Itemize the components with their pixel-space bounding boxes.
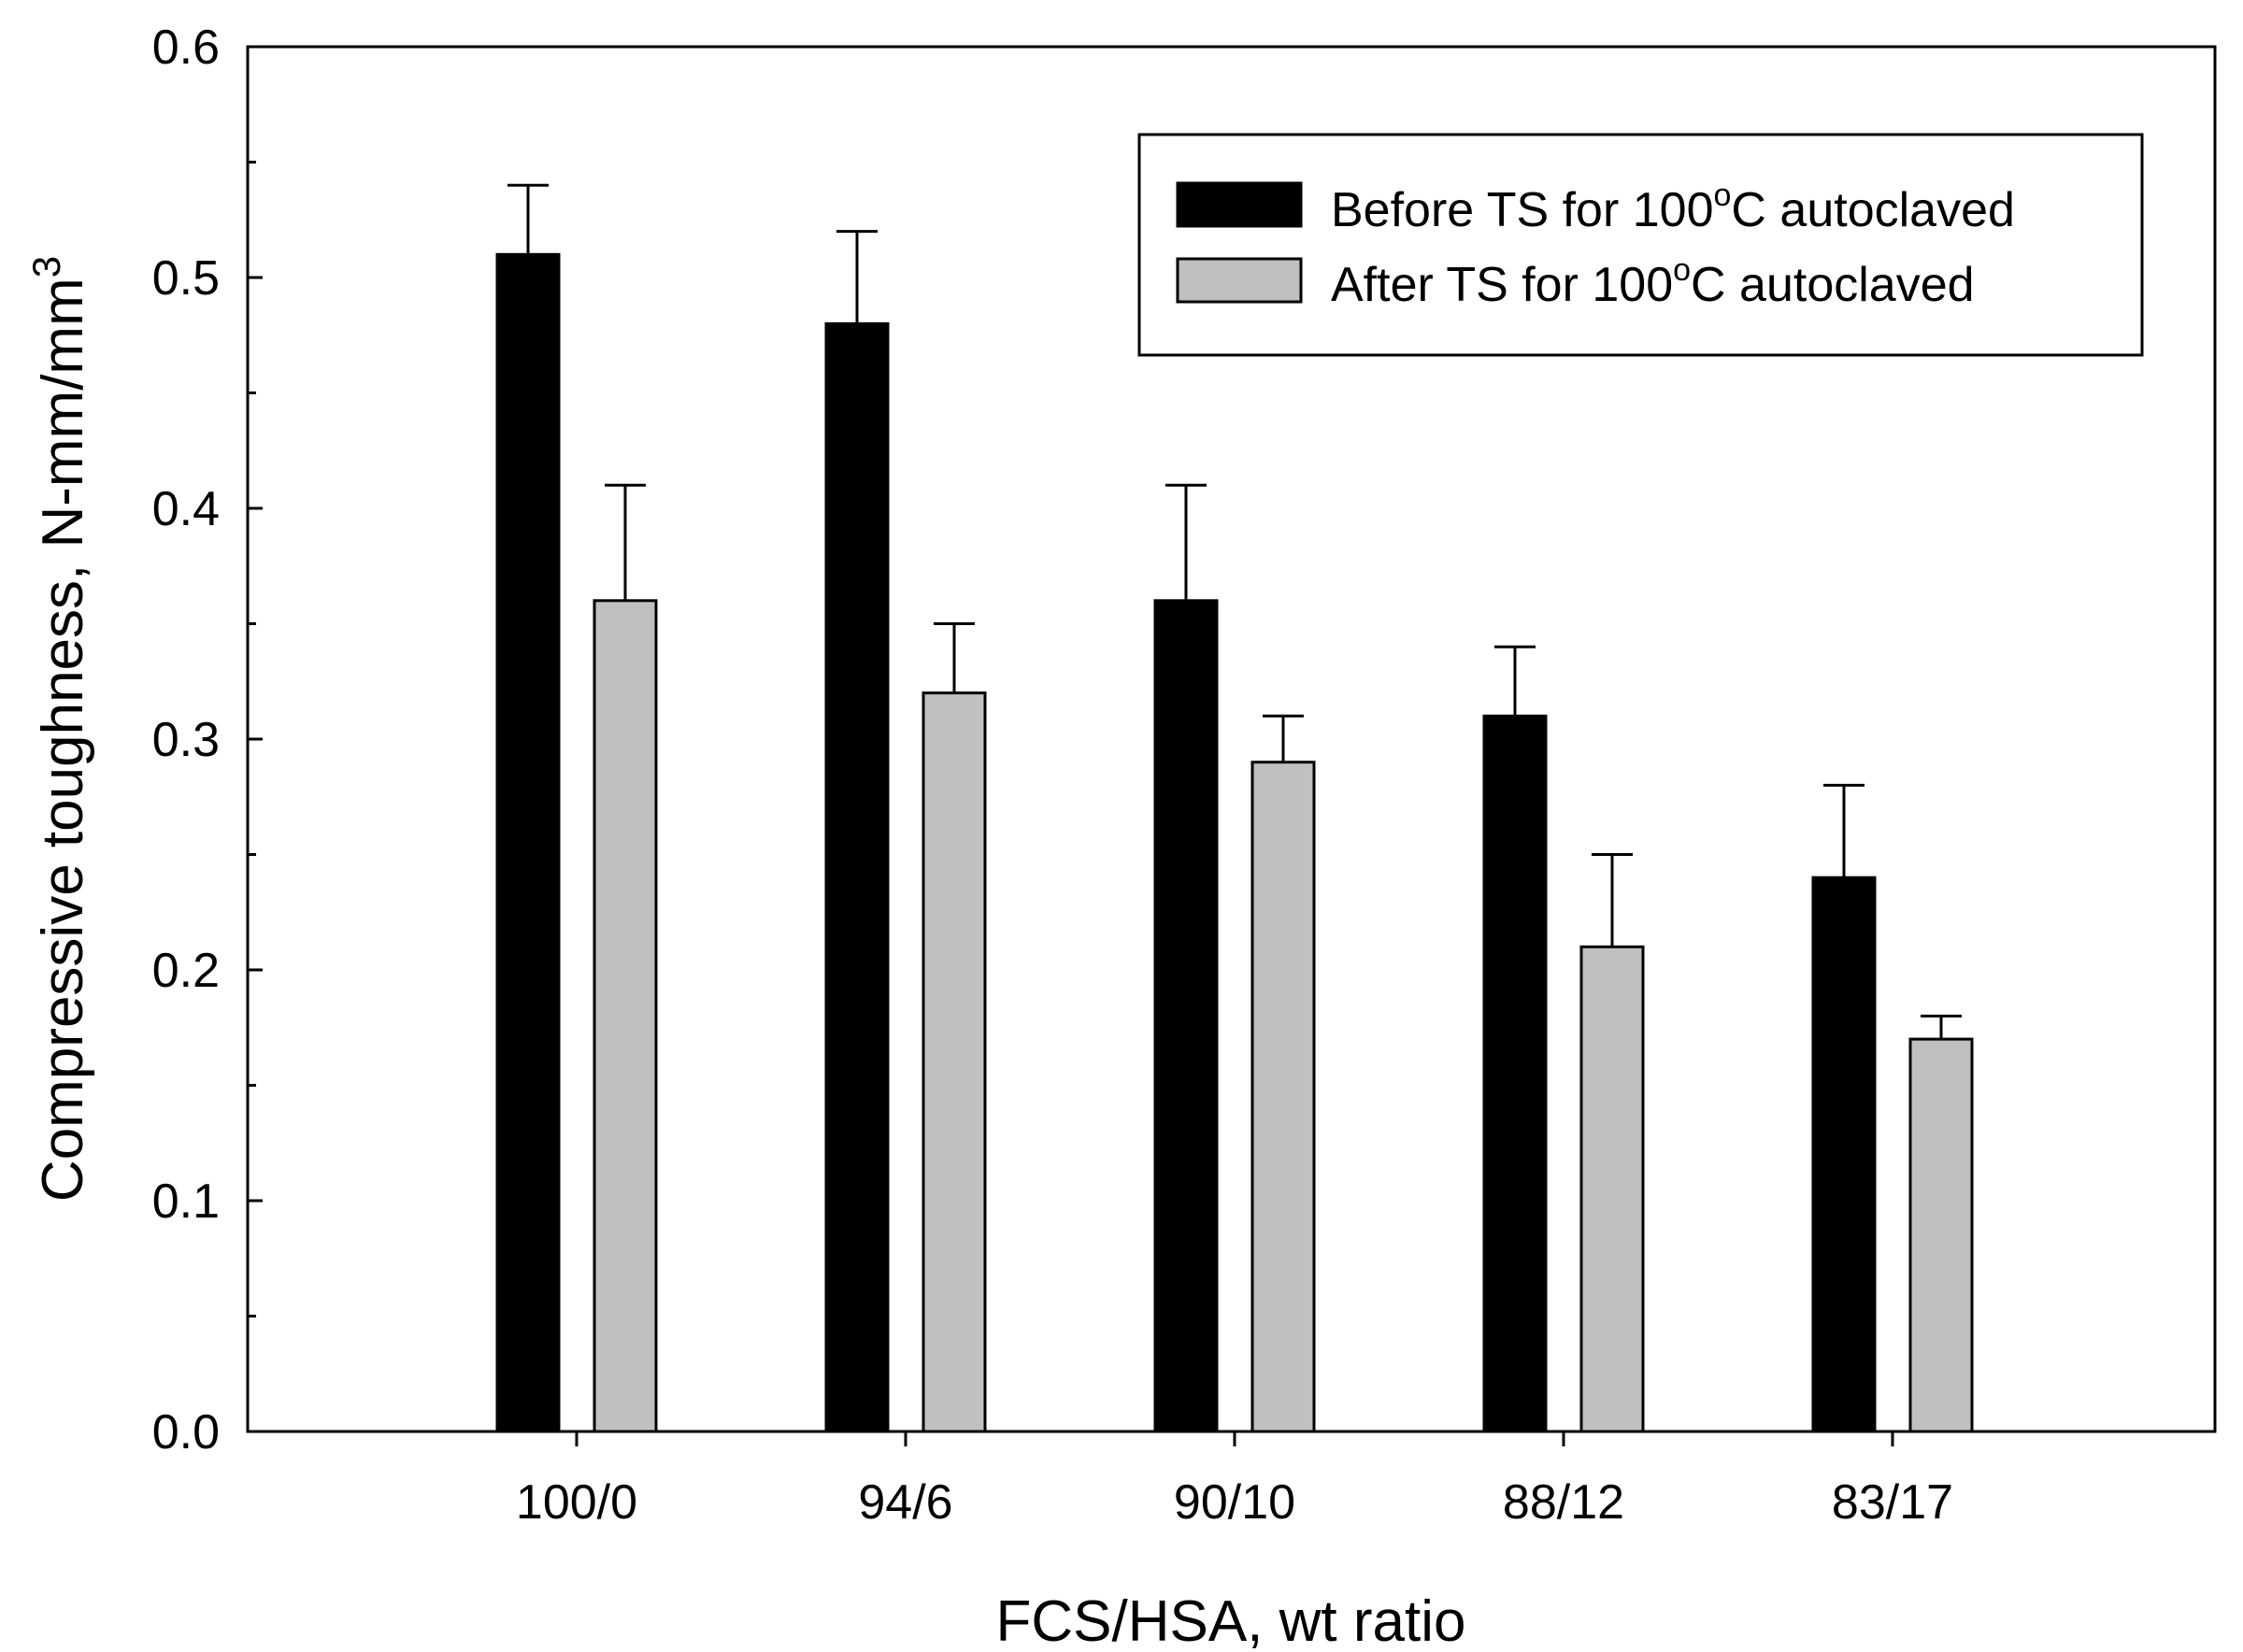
y-tick-label: 0.6	[152, 21, 220, 75]
y-axis-title-main: Compressive toughness, N-mm/mm	[31, 278, 95, 1202]
bar-before-88-12	[1482, 714, 1548, 1433]
y-tick-label: 0.1	[152, 1175, 220, 1229]
legend-label-after-degree: o	[1673, 252, 1691, 288]
x-axis-title: FCS/HSA, wt ratio	[996, 1589, 1466, 1652]
error-bars-layer	[507, 183, 1962, 1040]
legend: Before TS for 100oC autoclaved After TS …	[1137, 133, 2144, 357]
legend-label-before-degree: o	[1714, 178, 1732, 213]
plot-frame	[246, 45, 2217, 1433]
legend-label-before-part1: Before TS for 100	[1331, 183, 1714, 237]
x-tick-label: 88/12	[1503, 1475, 1624, 1530]
legend-label-before-part2: C autoclaved	[1731, 183, 2015, 237]
y-axis-title-superscript: 3	[24, 256, 68, 278]
legend-swatch-after	[1176, 257, 1303, 304]
x-tick-label: 94/6	[858, 1475, 952, 1530]
y-tick-label: 0.4	[152, 482, 220, 536]
y-tick-label: 0.5	[152, 251, 220, 306]
legend-swatch-before	[1176, 181, 1303, 228]
legend-label-after: After TS for 100oC autoclaved	[1331, 252, 1975, 312]
y-tick-label: 0.3	[152, 713, 220, 767]
bar-after-100-0	[593, 599, 658, 1433]
legend-label-before: Before TS for 100oC autoclaved	[1331, 178, 2015, 237]
x-tick-label: 83/17	[1832, 1475, 1953, 1530]
x-tick-label: 90/10	[1174, 1475, 1295, 1530]
axis-ticks-layer: 100/0 94/6 90/10 88/12 83/17 0.0 0.1 0.2 0.3 0.4 0…	[152, 21, 1953, 1530]
bar-before-83-17	[1811, 876, 1877, 1433]
bar-after-88-12	[1579, 945, 1645, 1433]
bar-after-94-6	[921, 691, 987, 1433]
y-axis-title: Compressive toughness, N-mm/mm3	[24, 256, 95, 1202]
legend-label-after-part1: After TS for 100	[1331, 258, 1673, 312]
legend-label-after-part2: C autoclaved	[1691, 258, 1975, 312]
bar-before-90-10	[1153, 599, 1219, 1433]
y-tick-label: 0.2	[152, 944, 220, 998]
y-tick-label: 0.0	[152, 1405, 220, 1460]
bar-before-94-6	[824, 321, 890, 1433]
bar-after-90-10	[1250, 761, 1316, 1433]
bar-after-83-17	[1908, 1037, 1974, 1433]
x-tick-label: 100/0	[516, 1475, 637, 1530]
bar-before-100-0	[495, 252, 561, 1433]
legend-box	[1137, 133, 2144, 357]
bars-layer	[495, 252, 1974, 1433]
